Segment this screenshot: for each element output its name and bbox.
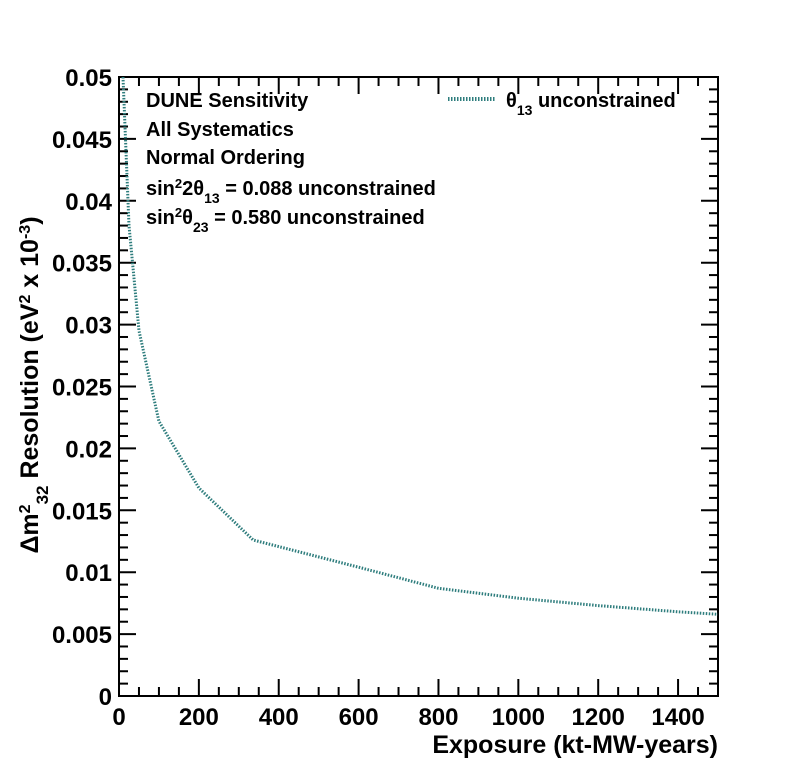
y-tick-label: 0.01 bbox=[65, 560, 112, 587]
y-tick-label: 0.02 bbox=[65, 436, 112, 463]
annotation-line: Normal Ordering bbox=[146, 147, 305, 169]
x-tick-label: 1400 bbox=[651, 704, 704, 731]
x-axis-title: Exposure (kt-MW-years) bbox=[432, 731, 718, 759]
plot-frame bbox=[118, 76, 719, 697]
annotation-line: sin2θ23 = 0.580 unconstrained bbox=[146, 205, 425, 236]
tick-labels: 0 200 400 600 800 1000 1200 1400 0 0.005 0.01 0.015… bbox=[52, 65, 705, 731]
y-tick-label: 0.005 bbox=[52, 622, 112, 649]
y-tick-label: 0.05 bbox=[65, 65, 112, 92]
y-tick-label: 0.015 bbox=[52, 498, 112, 525]
y-tick-label: 0.04 bbox=[65, 189, 112, 216]
legend: θ13 unconstrained bbox=[448, 90, 676, 118]
y-tick-label: 0.025 bbox=[52, 375, 112, 402]
legend-label: θ13 unconstrained bbox=[506, 90, 676, 118]
axis-ticks bbox=[118, 76, 719, 697]
annotation-line: All Systematics bbox=[146, 119, 294, 141]
y-axis-title: Δm232 Resolution (eV2 x 10-3) bbox=[16, 216, 52, 553]
y-tick-label: 0.03 bbox=[65, 313, 112, 340]
x-tick-label: 1000 bbox=[492, 704, 545, 731]
x-tick-label: 400 bbox=[259, 704, 299, 731]
x-tick-label: 1200 bbox=[572, 704, 625, 731]
x-tick-label: 0 bbox=[112, 704, 125, 731]
x-tick-label: 800 bbox=[418, 704, 458, 731]
x-tick-label: 200 bbox=[179, 704, 219, 731]
y-tick-label: 0.035 bbox=[52, 251, 112, 278]
annotation-line: sin22θ13 = 0.088 unconstrained bbox=[146, 176, 436, 207]
y-tick-label: 0 bbox=[99, 684, 112, 711]
y-tick-label: 0.045 bbox=[52, 127, 112, 154]
x-tick-label: 600 bbox=[339, 704, 379, 731]
annotations: DUNE Sensitivity All Systematics Normal Or… bbox=[146, 90, 436, 235]
annotation-line: DUNE Sensitivity bbox=[146, 90, 309, 112]
